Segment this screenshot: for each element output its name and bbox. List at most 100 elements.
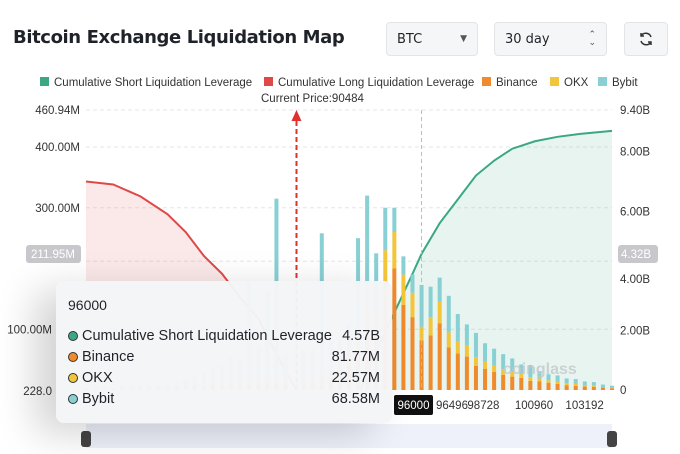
time-range-select[interactable]: 30 day ⌃ ⌄ [494, 22, 607, 56]
x-tick: 100960 [515, 400, 553, 412]
short-cumulative-line [359, 129, 613, 391]
bybit-bar [483, 343, 488, 362]
bybit-bar [591, 382, 596, 386]
y-right-tick: 0 [620, 385, 626, 397]
series-dot-icon [68, 330, 78, 341]
binance-bar [564, 385, 569, 390]
x-tick: 96496 [436, 400, 468, 412]
y-right-tick: 2.00B [620, 325, 650, 337]
x-highlight-box [394, 395, 433, 415]
legend-label: Cumulative Long Liquidation Leverage [278, 77, 474, 89]
binance-bar [392, 268, 397, 390]
okx-bar [600, 386, 605, 388]
y-left-highlight: 211.95M [31, 249, 75, 261]
watermark-logo: coinglass [503, 361, 577, 378]
coin-select[interactable]: BTC ▼ [386, 22, 478, 56]
bybit-bar [437, 277, 442, 302]
okx-bar [591, 385, 596, 387]
bybit-bar [501, 354, 506, 370]
tooltip-row: Binance 81.77M [68, 346, 380, 367]
binance-bar [410, 317, 415, 390]
bybit-bar [455, 314, 460, 342]
y-left-tick: 228.0 [23, 386, 52, 398]
binance-bar [537, 381, 542, 390]
bybit-bar [410, 274, 415, 293]
okx-bar [582, 385, 587, 387]
okx-bar [410, 292, 415, 318]
okx-bar [483, 361, 488, 369]
okx-bar [537, 378, 542, 382]
arrow-up-icon [291, 110, 302, 121]
bybit-bar [564, 378, 569, 384]
binance-bar [464, 356, 469, 390]
okx-bar [446, 332, 451, 348]
binance-bar [519, 377, 524, 390]
caret-down-icon: ▼ [460, 34, 467, 44]
series-dot-icon [68, 393, 78, 404]
y-right-tick: 6.00B [620, 206, 650, 218]
coin-select-value: BTC [397, 31, 423, 47]
tooltip-value: 22.57M [331, 369, 380, 386]
bybit-bar [464, 324, 469, 346]
binance-bar [600, 387, 605, 390]
binance-bar [483, 368, 488, 390]
binance-bar [401, 304, 406, 390]
legend-label: OKX [564, 77, 589, 89]
binance-bar [501, 374, 506, 390]
okx-bar [546, 380, 551, 383]
binance-bar [591, 386, 596, 390]
tooltip-row: Cumulative Short Liquidation Leverage 4.5… [68, 325, 380, 346]
okx-bar [609, 387, 615, 389]
okx-bar [510, 371, 515, 377]
bybit-bar [519, 364, 524, 374]
bybit-bar [609, 385, 615, 388]
y-left-tick: 460.94M [35, 105, 80, 117]
tooltip: 96000 Cumulative Short Liquidation Lever… [56, 281, 392, 423]
binance-bar [437, 323, 442, 390]
legend-swatch [264, 77, 273, 86]
binance-bar [455, 353, 460, 390]
bybit-bar [365, 195, 370, 305]
binance-bar [609, 388, 615, 390]
okx-bar [455, 341, 460, 354]
binance-bar [473, 365, 478, 390]
y-left-highlight-box [26, 245, 81, 263]
okx-bar [419, 326, 424, 341]
tooltip-value: 4.57B [342, 327, 380, 344]
range-slider-handle[interactable] [607, 431, 617, 447]
x-highlight: 96000 [398, 400, 430, 412]
refresh-button[interactable] [624, 22, 668, 56]
page-title: Bitcoin Exchange Liquidation Map [13, 27, 345, 48]
okx-bar [383, 250, 388, 299]
tooltip-row: OKX 22.57M [68, 367, 380, 388]
y-right-highlight-box [618, 245, 658, 263]
bybit-bar [446, 295, 451, 333]
legend-swatch [40, 77, 49, 86]
x-tick: 103192 [565, 400, 603, 412]
series-dot-icon [68, 351, 78, 362]
binance-bar [446, 347, 451, 390]
okx-bar [428, 317, 433, 336]
range-slider-handle[interactable] [81, 431, 91, 447]
tooltip-label: Bybit [82, 390, 115, 407]
refresh-icon [640, 32, 652, 46]
bybit-bar [582, 381, 587, 386]
tooltip-row: Bybit 68.58M [68, 388, 380, 409]
x-tick: 98728 [467, 400, 499, 412]
tooltip-value: 81.77M [331, 348, 380, 365]
legend-swatch [598, 77, 607, 86]
bybit-bar [428, 286, 433, 318]
okx-bar [473, 357, 478, 366]
legend-swatch [550, 77, 559, 86]
binance-bar [573, 385, 578, 390]
okx-bar [528, 377, 533, 381]
bybit-bar [392, 207, 397, 233]
bybit-bar [600, 384, 605, 387]
binance-bar [492, 371, 497, 390]
binance-bar [428, 335, 433, 390]
tooltip-value: 68.58M [331, 390, 380, 407]
y-right-highlight: 4.32B [621, 249, 651, 261]
up-down-chevron-icon: ⌃ ⌄ [588, 30, 596, 48]
legend-label: Bybit [612, 77, 638, 89]
okx-bar [392, 232, 397, 269]
